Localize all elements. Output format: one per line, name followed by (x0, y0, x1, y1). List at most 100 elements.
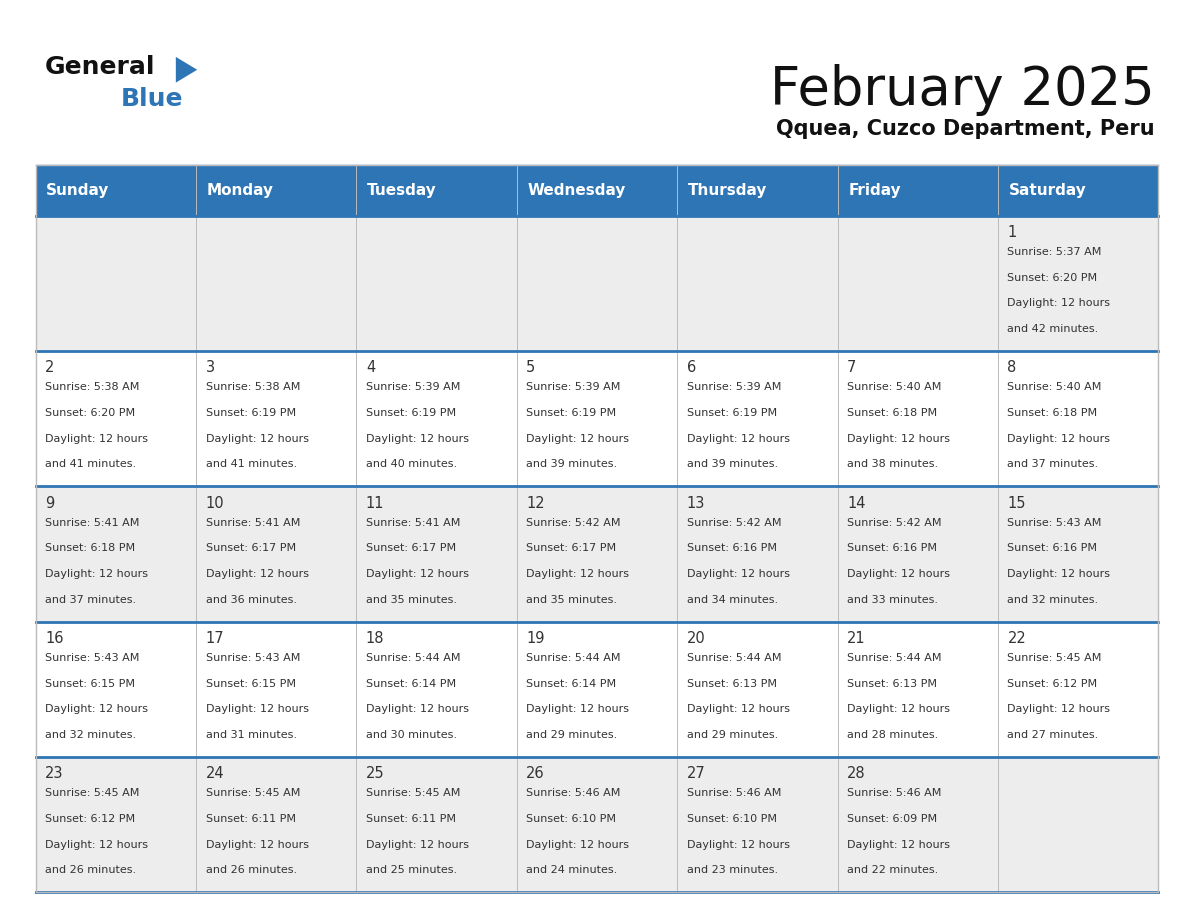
Text: 18: 18 (366, 631, 385, 646)
Text: Daylight: 12 hours: Daylight: 12 hours (366, 569, 469, 579)
Text: Sunset: 6:13 PM: Sunset: 6:13 PM (687, 678, 777, 688)
Text: and 22 minutes.: and 22 minutes. (847, 866, 939, 875)
Text: Daylight: 12 hours: Daylight: 12 hours (206, 433, 309, 443)
Text: Sunset: 6:16 PM: Sunset: 6:16 PM (847, 543, 937, 554)
Text: Friday: Friday (848, 183, 901, 198)
Bar (36, 757, 1158, 892)
Text: Sunrise: 5:44 AM: Sunrise: 5:44 AM (366, 653, 461, 663)
Text: Daylight: 12 hours: Daylight: 12 hours (206, 569, 309, 579)
Text: Sunset: 6:18 PM: Sunset: 6:18 PM (847, 408, 937, 418)
Text: Daylight: 12 hours: Daylight: 12 hours (1007, 704, 1111, 714)
Text: 21: 21 (847, 631, 866, 646)
Text: and 40 minutes.: and 40 minutes. (366, 459, 457, 469)
Text: Daylight: 12 hours: Daylight: 12 hours (206, 704, 309, 714)
Text: 10: 10 (206, 496, 225, 510)
Text: Sunset: 6:10 PM: Sunset: 6:10 PM (687, 814, 777, 823)
Text: Sunset: 6:17 PM: Sunset: 6:17 PM (366, 543, 456, 554)
Text: Sunrise: 5:46 AM: Sunrise: 5:46 AM (847, 789, 941, 798)
Text: Blue: Blue (121, 87, 184, 111)
Text: and 38 minutes.: and 38 minutes. (847, 459, 939, 469)
Text: Daylight: 12 hours: Daylight: 12 hours (847, 433, 950, 443)
Text: Sunrise: 5:46 AM: Sunrise: 5:46 AM (526, 789, 620, 798)
Text: Sunrise: 5:44 AM: Sunrise: 5:44 AM (847, 653, 942, 663)
Text: and 26 minutes.: and 26 minutes. (45, 866, 137, 875)
Text: Sunrise: 5:39 AM: Sunrise: 5:39 AM (687, 382, 781, 392)
Bar (36, 216, 1158, 351)
Text: 25: 25 (366, 767, 385, 781)
Text: and 24 minutes.: and 24 minutes. (526, 866, 618, 875)
Text: and 39 minutes.: and 39 minutes. (687, 459, 778, 469)
Bar (36, 351, 1158, 487)
Text: Tuesday: Tuesday (367, 183, 437, 198)
Text: and 39 minutes.: and 39 minutes. (526, 459, 618, 469)
Text: Sunrise: 5:38 AM: Sunrise: 5:38 AM (206, 382, 299, 392)
Text: and 28 minutes.: and 28 minutes. (847, 730, 939, 740)
Text: Sunrise: 5:43 AM: Sunrise: 5:43 AM (45, 653, 139, 663)
Text: and 35 minutes.: and 35 minutes. (526, 595, 618, 605)
Text: 7: 7 (847, 360, 857, 375)
Text: Sunset: 6:10 PM: Sunset: 6:10 PM (526, 814, 617, 823)
Text: Daylight: 12 hours: Daylight: 12 hours (687, 704, 790, 714)
Text: Sunset: 6:12 PM: Sunset: 6:12 PM (1007, 678, 1098, 688)
Text: Daylight: 12 hours: Daylight: 12 hours (526, 569, 630, 579)
Text: Daylight: 12 hours: Daylight: 12 hours (45, 433, 148, 443)
Text: and 23 minutes.: and 23 minutes. (687, 866, 778, 875)
Text: Sunrise: 5:45 AM: Sunrise: 5:45 AM (45, 789, 139, 798)
Text: Sunday: Sunday (46, 183, 109, 198)
Text: Sunrise: 5:41 AM: Sunrise: 5:41 AM (366, 518, 460, 528)
Text: 6: 6 (687, 360, 696, 375)
Text: Sunset: 6:15 PM: Sunset: 6:15 PM (45, 678, 135, 688)
Text: Sunset: 6:17 PM: Sunset: 6:17 PM (206, 543, 296, 554)
Text: Sunset: 6:13 PM: Sunset: 6:13 PM (847, 678, 937, 688)
Text: Sunrise: 5:39 AM: Sunrise: 5:39 AM (366, 382, 460, 392)
Text: Sunrise: 5:41 AM: Sunrise: 5:41 AM (45, 518, 139, 528)
Text: Sunrise: 5:44 AM: Sunrise: 5:44 AM (526, 653, 621, 663)
Text: Daylight: 12 hours: Daylight: 12 hours (687, 569, 790, 579)
Text: Sunrise: 5:44 AM: Sunrise: 5:44 AM (687, 653, 782, 663)
Text: Saturday: Saturday (1009, 183, 1086, 198)
Text: Qquea, Cuzco Department, Peru: Qquea, Cuzco Department, Peru (776, 119, 1155, 140)
Text: Sunset: 6:16 PM: Sunset: 6:16 PM (1007, 543, 1098, 554)
Text: 13: 13 (687, 496, 704, 510)
Text: Daylight: 12 hours: Daylight: 12 hours (847, 569, 950, 579)
Text: Sunrise: 5:38 AM: Sunrise: 5:38 AM (45, 382, 139, 392)
Text: and 36 minutes.: and 36 minutes. (206, 595, 297, 605)
Text: 16: 16 (45, 631, 64, 646)
Text: Sunrise: 5:42 AM: Sunrise: 5:42 AM (526, 518, 621, 528)
Text: Daylight: 12 hours: Daylight: 12 hours (1007, 298, 1111, 308)
Text: 4: 4 (366, 360, 375, 375)
Text: Daylight: 12 hours: Daylight: 12 hours (687, 433, 790, 443)
Text: and 25 minutes.: and 25 minutes. (366, 866, 457, 875)
Text: and 26 minutes.: and 26 minutes. (206, 866, 297, 875)
Text: 11: 11 (366, 496, 385, 510)
Text: Thursday: Thursday (688, 183, 767, 198)
Text: Daylight: 12 hours: Daylight: 12 hours (526, 840, 630, 849)
Text: and 41 minutes.: and 41 minutes. (45, 459, 137, 469)
Bar (36, 621, 1158, 757)
Text: 22: 22 (1007, 631, 1026, 646)
Text: and 37 minutes.: and 37 minutes. (45, 595, 137, 605)
Text: and 27 minutes.: and 27 minutes. (1007, 730, 1099, 740)
Text: 1: 1 (1007, 225, 1017, 240)
Text: 9: 9 (45, 496, 55, 510)
Text: and 30 minutes.: and 30 minutes. (366, 730, 457, 740)
Text: Daylight: 12 hours: Daylight: 12 hours (526, 433, 630, 443)
Bar (36, 487, 1158, 621)
Text: and 42 minutes.: and 42 minutes. (1007, 324, 1099, 334)
Text: Sunrise: 5:42 AM: Sunrise: 5:42 AM (687, 518, 782, 528)
Text: and 31 minutes.: and 31 minutes. (206, 730, 297, 740)
Text: Sunset: 6:15 PM: Sunset: 6:15 PM (206, 678, 296, 688)
Text: Sunset: 6:18 PM: Sunset: 6:18 PM (45, 543, 135, 554)
Text: Daylight: 12 hours: Daylight: 12 hours (526, 704, 630, 714)
Text: Sunset: 6:20 PM: Sunset: 6:20 PM (1007, 273, 1098, 283)
Text: 20: 20 (687, 631, 706, 646)
Text: Sunset: 6:14 PM: Sunset: 6:14 PM (366, 678, 456, 688)
Text: Sunrise: 5:43 AM: Sunrise: 5:43 AM (1007, 518, 1101, 528)
Text: Sunset: 6:11 PM: Sunset: 6:11 PM (366, 814, 456, 823)
Text: Sunset: 6:19 PM: Sunset: 6:19 PM (366, 408, 456, 418)
Text: Sunrise: 5:46 AM: Sunrise: 5:46 AM (687, 789, 781, 798)
Text: Sunrise: 5:45 AM: Sunrise: 5:45 AM (1007, 653, 1101, 663)
Text: Sunset: 6:11 PM: Sunset: 6:11 PM (206, 814, 296, 823)
Text: 5: 5 (526, 360, 536, 375)
Text: Sunrise: 5:40 AM: Sunrise: 5:40 AM (1007, 382, 1101, 392)
